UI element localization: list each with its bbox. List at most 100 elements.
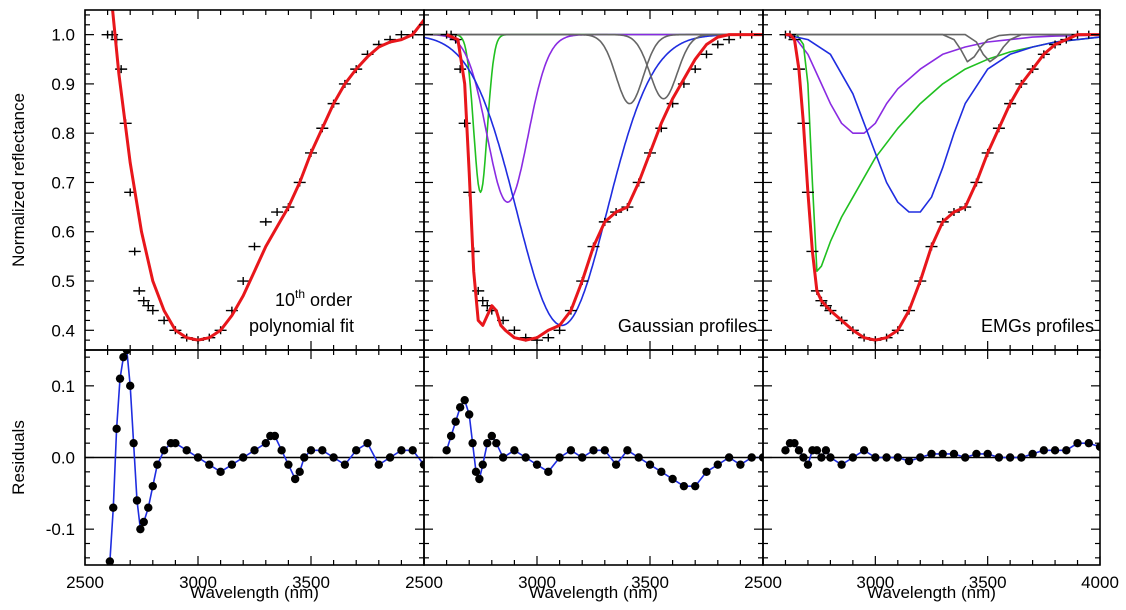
data-point [553,326,566,335]
plot-area [85,350,424,565]
residual-point [182,446,191,455]
data-point [133,286,146,295]
residual-point [109,503,118,512]
residual-point [821,446,831,455]
residual-point [904,456,914,466]
x-tick-label: 3500 [292,573,330,592]
residual-point [799,453,808,462]
residual-point [159,446,169,455]
data-point [395,30,408,39]
residual-point [451,417,460,426]
residual-point [498,453,508,462]
residual-point [239,453,248,462]
plot-area [779,30,1100,345]
residual-point [736,460,745,469]
residual-point [1039,446,1049,455]
y-tick-label: 0.6 [51,223,75,242]
residual-point [713,460,722,469]
residual-point [544,467,553,477]
component-curve [785,33,1100,63]
residual-point [994,453,1004,462]
plot-area [763,438,1100,469]
panel-gaussian-fit: Gaussian profiles [423,9,764,351]
residual-point [679,481,689,491]
data-point [711,40,724,49]
residual-point [927,449,936,459]
component-curve [785,33,1100,63]
residual-point [611,460,621,469]
residual-point [261,438,270,448]
residual-point [1005,453,1015,462]
panel-emg-residuals: 2500 3000 3500 4000 Wavelength (nm) [744,349,1119,602]
residual-point [882,453,891,462]
residual-point [483,438,492,448]
residual-point [132,496,142,505]
residual-point [961,453,970,462]
data-point [458,119,471,128]
panel-polynomial-fit: 0.4 0.5 0.6 0.7 0.8 0.9 1.0 Normalized reflecta… [9,9,425,351]
residual-point [363,438,372,448]
residual-point [916,453,925,462]
residual-point [171,438,180,448]
fit-curve [445,33,763,342]
residual-point [442,446,451,455]
residual-point [148,481,157,491]
residual-point [227,460,237,469]
residual-point [216,467,225,477]
residual-point [475,474,484,484]
residual-point [817,453,826,462]
fit-annotation: Gaussian profiles [618,316,757,336]
residual-point [589,446,598,455]
residual-point [1062,446,1071,455]
component-curve [785,33,1100,213]
data-point [542,333,555,342]
data-point [700,50,713,59]
residual-point [972,449,981,459]
residual-point [277,446,286,455]
data-point [508,326,521,335]
x-tick-label: 3000 [518,573,556,592]
y-tick-label: 1.0 [51,26,75,45]
residual-point [446,431,456,441]
residual-point [329,453,338,462]
residual-point [848,453,858,462]
residual-point [270,431,280,441]
component-curve [424,33,763,203]
residual-point [455,403,465,412]
residual-point [983,449,992,459]
residual-point [657,467,666,477]
residual-point [318,446,327,455]
residual-point [623,446,632,455]
y-tick-label: 0.9 [51,75,75,94]
residual-point [139,517,148,527]
component-curve [424,33,763,194]
residual-point [340,460,350,469]
residual-point [645,460,655,469]
residual-point [668,474,677,484]
residual-point [532,460,542,469]
residual-point [1095,442,1100,451]
residual-point [555,453,564,462]
residual-point [1050,446,1060,455]
residual-point [385,453,395,462]
x-tick-label: 3000 [179,573,217,592]
y-axis-label: Residuals [9,420,28,495]
plot-area [424,30,763,345]
residual-point [295,467,304,477]
y-tick-label: 0.7 [51,173,75,192]
panel-frame [84,9,425,351]
x-tick-label: 3500 [969,573,1007,592]
y-tick-label: 0.5 [51,272,75,291]
residual-point [144,503,153,512]
residual-point [566,446,576,455]
residual-point [1073,438,1082,448]
data-point [128,247,141,256]
residual-point [471,467,481,477]
component-curve [424,33,763,100]
residual-point [250,446,259,455]
residual-point [790,438,799,448]
fit-annotation: EMGs profiles [981,316,1094,336]
